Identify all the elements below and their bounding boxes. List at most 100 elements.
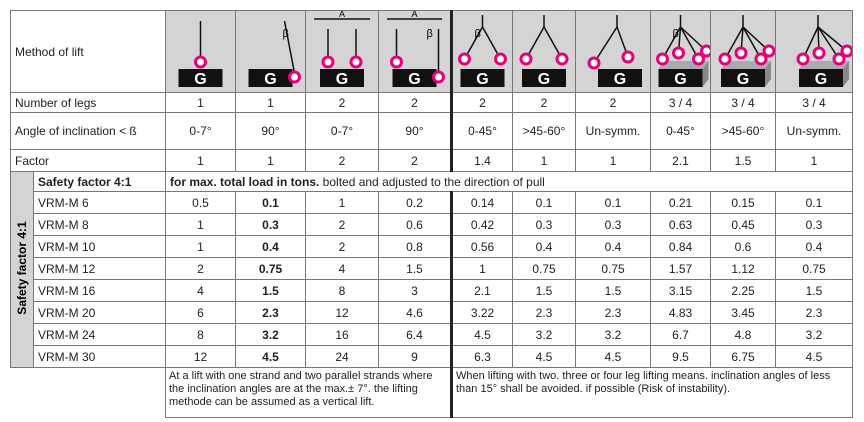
row-label: VRM-M 20: [33, 301, 166, 324]
cell: 6.7: [650, 323, 711, 346]
load-block: [522, 69, 566, 87]
cell: 3.45: [710, 301, 776, 324]
cell: 0.75: [775, 257, 853, 280]
cell: 6.3: [450, 345, 513, 368]
cell: 2: [305, 235, 379, 258]
lift-icon: G: [587, 15, 642, 88]
cell: 0.42: [450, 213, 513, 236]
load-block: [598, 69, 642, 87]
cell: 1.5: [235, 279, 306, 302]
load-side: [843, 61, 849, 87]
cell: >45-60°: [512, 112, 576, 150]
row-label: VRM-M 10: [33, 235, 166, 258]
eyebolt-ring: [692, 52, 705, 66]
cell: 24: [305, 345, 379, 368]
row-label: VRM-M 6: [33, 191, 166, 214]
row-label: VRM-M 12: [33, 257, 166, 280]
blank-cell: [10, 367, 166, 418]
load-letter: G: [476, 71, 488, 88]
load-letter: G: [815, 71, 827, 88]
eyebolt-ring: [432, 70, 445, 84]
cell: 3.2: [512, 323, 576, 346]
lift-icon: G: [519, 15, 569, 88]
cell: 2.3: [235, 301, 306, 324]
load-block: [392, 69, 437, 87]
row-label: Factor: [10, 149, 166, 172]
cell: 3.22: [450, 301, 513, 324]
cell: 0.15: [710, 191, 776, 214]
cell: Un-symm.: [575, 112, 651, 150]
cell: 4.6: [378, 301, 452, 324]
load-block: [799, 69, 843, 87]
cell: 0.14: [450, 191, 513, 214]
row-label: Method of lift: [10, 10, 166, 93]
cell: 0.21: [650, 191, 711, 214]
load-block: [320, 69, 364, 87]
cell: 0.6: [378, 213, 452, 236]
load-letter: G: [408, 71, 420, 88]
table-row: VRM-M 10 1 0.4 2 0.8 0.56 0.4 0.4 0.84 0.6 0.4: [11, 235, 853, 258]
cell: 2.3: [775, 301, 853, 324]
cell: 0-7°: [305, 112, 379, 150]
lift-icon: G Aβ: [387, 9, 445, 88]
section-note-bold: for max. total load in tons.: [170, 174, 320, 189]
cell: 0-45°: [450, 112, 513, 150]
side-label-svg: Safety factor 4:1: [15, 221, 29, 315]
cell: 0.3: [235, 213, 306, 236]
angle-label: β: [475, 28, 481, 40]
section-title-text: Safety factor 4:1: [38, 174, 132, 189]
eyebolt-ring: [458, 52, 471, 66]
cell: 1.5: [378, 257, 452, 280]
cell: 0.63: [650, 213, 711, 236]
cell: 3.2: [235, 323, 306, 346]
cell: 0.8: [378, 235, 452, 258]
section-title: Safety factor 4:1: [33, 171, 166, 192]
cell: 2: [305, 213, 379, 236]
cell: 2: [575, 92, 651, 113]
eyebolt-ring: [390, 55, 403, 69]
cell: 0.4: [512, 235, 576, 258]
cell: 0.6: [710, 235, 776, 258]
cell: 0.1: [512, 191, 576, 214]
row-label: Number of legs: [10, 92, 166, 113]
eyebolt-ring: [754, 52, 768, 66]
cell: 1.5: [512, 279, 576, 302]
cell: 0-45°: [650, 112, 711, 150]
cell: 1: [165, 235, 236, 258]
icon-cell: G: [710, 10, 776, 93]
icon-cell: G: [575, 10, 651, 93]
span-label: A: [411, 11, 417, 19]
lift-icon: Gβ: [458, 15, 507, 88]
note: At a lift with one strand and two parall…: [165, 367, 452, 418]
side-label-cell: Safety factor 4:1: [10, 171, 34, 368]
sling: [593, 26, 618, 64]
cell: 90°: [378, 112, 452, 150]
table-row: VRM-M 20 6 2.3 12 4.6 3.22 2.3 2.3 4.83 3.45 2.3: [11, 301, 853, 324]
cell: 16: [305, 323, 379, 346]
cell: 2.1: [650, 149, 711, 172]
cell: 1.5: [710, 149, 776, 172]
cell: 0.1: [235, 191, 306, 214]
eyebolt-ring: [812, 46, 826, 60]
cell: 3.15: [650, 279, 711, 302]
table-row: At a lift with one strand and two parall…: [10, 367, 853, 418]
load-side: [702, 61, 709, 87]
load-letter: G: [614, 71, 626, 88]
cell: >45-60°: [710, 112, 776, 150]
cell: 12: [165, 345, 236, 368]
angle-label: β: [427, 28, 433, 40]
span-label: A: [339, 11, 345, 19]
cell: 2.3: [575, 301, 651, 324]
cell: 9: [378, 345, 452, 368]
cell: 0.56: [450, 235, 513, 258]
cell: 1: [235, 149, 306, 172]
cell: 12: [305, 301, 379, 324]
cell: 2: [378, 92, 452, 113]
load-letter: G: [737, 71, 749, 88]
lift-icon: GA: [314, 9, 370, 88]
row-label: VRM-M 16: [33, 279, 166, 302]
